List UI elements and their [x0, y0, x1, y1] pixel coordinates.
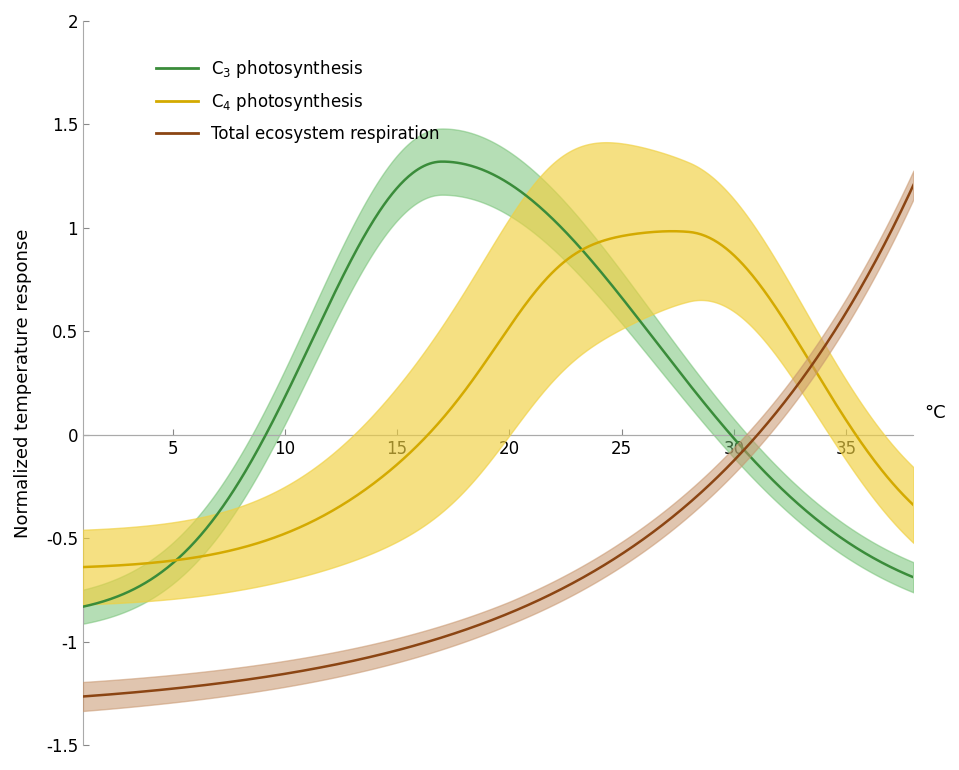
Legend: C$_3$ photosynthesis, C$_4$ photosynthesis, Total ecosystem respiration: C$_3$ photosynthesis, C$_4$ photosynthes…: [150, 51, 446, 149]
Text: °C: °C: [924, 404, 947, 422]
Y-axis label: Normalized temperature response: Normalized temperature response: [13, 229, 32, 537]
